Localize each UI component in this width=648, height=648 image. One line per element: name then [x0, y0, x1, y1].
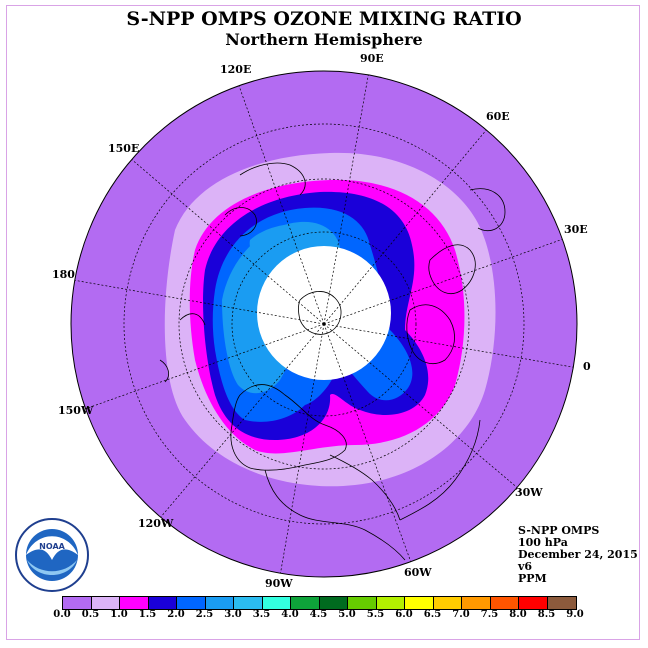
colorbar-ticks: 0.0 0.5 1.0 1.5 2.0 2.5 3.0 3.5 4.0 4.5 5.0 5.5 6.0 6… — [48, 609, 608, 623]
colorbar-swatch — [376, 597, 405, 609]
latitude-circles — [123, 123, 525, 525]
colorbar-swatch — [405, 597, 434, 609]
colorbar-tick-label: 5.5 — [366, 609, 385, 620]
lon-label-150w: 150W — [58, 404, 94, 417]
lon-label-30e: 30E — [564, 223, 588, 236]
colorbar-swatch — [348, 597, 377, 609]
lon-label-60w: 60W — [404, 566, 432, 579]
colorbar-swatch — [462, 597, 491, 609]
colorbar — [62, 596, 577, 610]
colorbar-swatch — [547, 597, 576, 609]
colorbar-swatch — [291, 597, 320, 609]
map-subtitle: Northern Hemisphere — [225, 30, 423, 49]
colorbar-tick-label: 1.5 — [138, 609, 157, 620]
colorbar-swatch — [262, 597, 291, 609]
colorbar-tick-label: 1.0 — [110, 609, 128, 620]
meridian-lines — [72, 71, 577, 577]
colorbar-tick-label: 4.0 — [281, 609, 299, 620]
lon-label-60e: 60E — [486, 110, 510, 123]
colorbar-tick-label: 6.5 — [423, 609, 442, 620]
colorbar-swatch — [148, 597, 177, 609]
colorbar-tick-label: 7.5 — [480, 609, 499, 620]
lon-label-90e: 90E — [360, 52, 384, 65]
colorbar-swatch — [91, 597, 120, 609]
colorbar-tick-label: 0.5 — [81, 609, 100, 620]
figure-frame — [6, 5, 640, 640]
colorbar-swatch — [490, 597, 519, 609]
map-title: S-NPP OMPS OZONE MIXING RATIO — [126, 8, 522, 30]
colorbar-tick-label: 9.0 — [566, 609, 584, 620]
colorbar-tick-label: 0.0 — [53, 609, 71, 620]
lon-label-120w: 120W — [138, 517, 174, 530]
lon-label-90w: 90W — [265, 577, 293, 590]
info-level: 100 hPa — [518, 536, 568, 549]
colorbar-swatch — [319, 597, 348, 609]
lon-label-120e: 120E — [220, 63, 251, 76]
colorbar-tick-label: 2.0 — [167, 609, 185, 620]
lon-label-150e: 150E — [108, 142, 139, 155]
polar-night-no-data — [257, 246, 391, 380]
colorbar-swatch — [205, 597, 234, 609]
coastlines — [159, 162, 506, 561]
ozone-band-2-5-patch — [249, 224, 318, 262]
colorbar-tick-label: 6.0 — [395, 609, 413, 620]
lon-label-0: 0 — [583, 360, 591, 373]
colorbar-swatch — [234, 597, 263, 609]
colorbar-swatch — [433, 597, 462, 609]
lon-label-30w: 30W — [515, 486, 543, 499]
colorbar-swatch — [120, 597, 149, 609]
noaa-logo-text: NOAA — [39, 542, 65, 551]
info-instrument: S-NPP OMPS — [518, 524, 600, 537]
colorbar-tick-label: 3.0 — [224, 609, 242, 620]
noaa-logo: NOAA — [15, 518, 89, 592]
info-block: S-NPP OMPS 100 hPa December 24, 2015 v6 … — [518, 525, 638, 585]
info-units: PPM — [518, 572, 547, 585]
info-version: v6 — [518, 560, 533, 573]
colorbar-tick-label: 4.5 — [309, 609, 328, 620]
colorbar-swatch — [63, 597, 92, 609]
colorbar-tick-label: 8.0 — [509, 609, 527, 620]
colorbar-tick-label: 7.0 — [452, 609, 470, 620]
colorbar-tick-label: 8.5 — [537, 609, 556, 620]
colorbar-tick-label: 5.0 — [338, 609, 356, 620]
lon-label-180: 180 — [52, 268, 75, 281]
colorbar-swatch — [519, 597, 548, 609]
info-date: December 24, 2015 — [518, 548, 638, 561]
colorbar-swatch — [177, 597, 206, 609]
colorbar-tick-label: 3.5 — [252, 609, 271, 620]
colorbar-tick-label: 2.5 — [195, 609, 214, 620]
